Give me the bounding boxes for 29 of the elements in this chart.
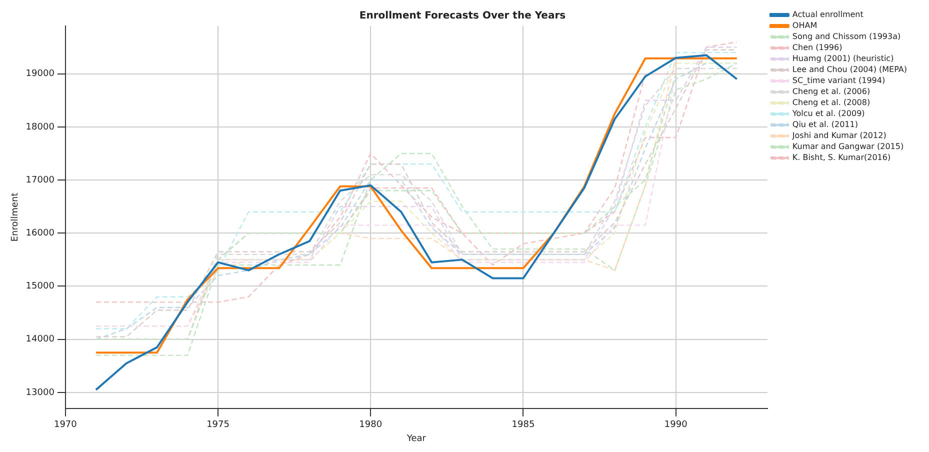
x-tick-label: 1985 [512,420,535,430]
x-axis-title: Year [406,434,426,444]
y-tick-label: 16000 [26,228,55,238]
x-tick-label: 1970 [54,420,78,430]
legend-label: Lee and Chou (2004) (MEPA) [792,65,908,74]
legend-label: Yolcu et al. (2009) [791,109,865,118]
legend-label: K. Bisht, S. Kumar(2016) [792,153,891,162]
y-tick-label: 14000 [26,334,55,345]
y-tick-label: 19000 [26,69,55,80]
y-tick-label: 13000 [26,388,55,398]
legend-label: Qiu et al. (2011) [792,120,858,130]
legend-label: Cheng et al. (2008) [792,98,870,108]
x-tick-label: 1975 [206,420,230,430]
legend-label: Actual enrollment [792,10,864,20]
legend-label: Song and Chissom (1993a) [792,32,901,42]
y-tick-label: 17000 [26,175,55,186]
y-tick-label: 18000 [26,122,55,132]
x-tick-label: 1990 [664,420,688,430]
legend-label: Kumar and Gangwar (2015) [792,142,904,152]
legend-label: Joshi and Kumar (2012) [791,131,886,140]
legend-label: OHAM [792,21,818,30]
legend-label: Cheng et al. (2006) [792,87,870,96]
x-tick-label: 1980 [359,420,382,430]
legend-label: Chen (1996) [792,43,842,52]
chart-title: Enrollment Forecasts Over the Years [359,10,566,22]
y-tick-label: 15000 [26,282,55,292]
y-axis-title: Enrollment [10,192,21,242]
legend-label: SC_time variant (1994) [792,76,886,86]
legend-label: Huamg (2001) (heuristic) [792,54,894,64]
